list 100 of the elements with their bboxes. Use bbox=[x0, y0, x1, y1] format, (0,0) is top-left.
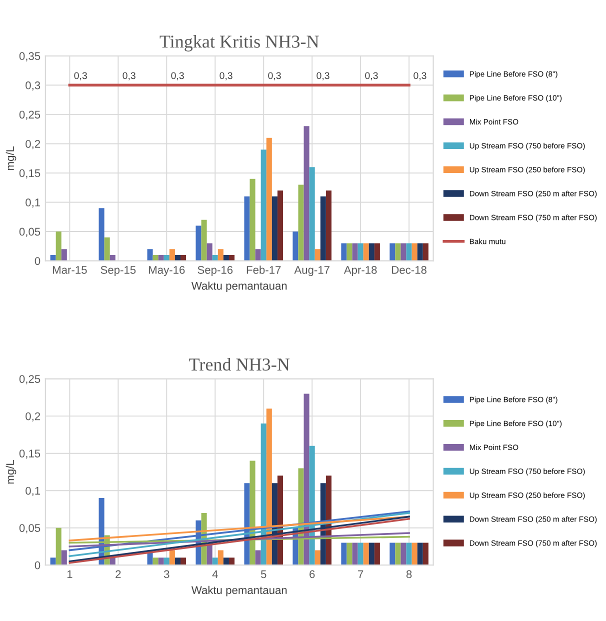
y-tick-label: 0 bbox=[34, 257, 40, 265]
bar bbox=[201, 220, 207, 261]
x-axis-title: Waktu pemantauan bbox=[191, 586, 287, 596]
x-tick-label: Feb-17 bbox=[246, 266, 281, 274]
x-tick-label: 8 bbox=[406, 570, 412, 578]
data-label: 0,3 bbox=[414, 72, 426, 80]
bar bbox=[152, 254, 158, 261]
bar bbox=[304, 126, 310, 261]
x-tick-label: Dec-18 bbox=[392, 266, 426, 274]
bar bbox=[314, 249, 320, 261]
bar bbox=[406, 243, 412, 261]
x-tick-label: 7 bbox=[358, 570, 364, 578]
bar bbox=[110, 254, 116, 261]
y-tick-label: 0,15 bbox=[19, 169, 40, 178]
bar bbox=[277, 190, 283, 261]
chart-title: Tingkat Kritis NH3-N bbox=[160, 35, 319, 52]
x-tick-label: Aug-17 bbox=[294, 266, 330, 276]
bar bbox=[244, 196, 250, 261]
bar bbox=[395, 542, 401, 566]
x-tick-label: Apr-18 bbox=[344, 266, 377, 276]
bar bbox=[390, 243, 396, 261]
bar bbox=[104, 237, 110, 261]
bar bbox=[223, 558, 229, 566]
y-tick-label: 0,05 bbox=[19, 524, 40, 534]
bar bbox=[223, 254, 229, 261]
bar bbox=[422, 542, 428, 566]
bar bbox=[152, 558, 158, 566]
data-label: 0,3 bbox=[268, 72, 281, 80]
bar bbox=[374, 243, 380, 261]
bar bbox=[422, 243, 428, 261]
bar bbox=[320, 196, 326, 261]
x-tick-label: 5 bbox=[260, 570, 266, 578]
y-tick-label: 0 bbox=[34, 561, 40, 570]
x-tick-label: Sep-15 bbox=[100, 266, 136, 276]
bar bbox=[412, 542, 418, 566]
bar bbox=[180, 254, 186, 261]
bar bbox=[196, 226, 202, 261]
bar bbox=[260, 150, 266, 261]
x-tick-label: 1 bbox=[67, 570, 72, 578]
bar bbox=[363, 542, 369, 566]
bar bbox=[174, 558, 180, 566]
bar bbox=[406, 542, 412, 566]
bar bbox=[61, 249, 67, 261]
data-label: 0,3 bbox=[220, 72, 232, 80]
bar bbox=[346, 243, 352, 261]
bar bbox=[417, 542, 423, 566]
data-label: 0,3 bbox=[122, 72, 136, 80]
x-tick-label: May-16 bbox=[149, 266, 185, 276]
bar bbox=[50, 558, 56, 566]
bar bbox=[164, 558, 170, 566]
bar bbox=[395, 243, 401, 261]
bar bbox=[255, 249, 261, 261]
bar bbox=[400, 243, 406, 261]
y-axis-title: mg/L bbox=[6, 460, 16, 484]
y-axis-title: mg/L bbox=[6, 146, 16, 170]
bar bbox=[358, 243, 364, 261]
bar bbox=[206, 243, 212, 261]
data-label: 0,3 bbox=[316, 72, 330, 80]
bar bbox=[346, 542, 352, 566]
data-label: 0,3 bbox=[365, 72, 378, 80]
y-tick-label: 0,15 bbox=[19, 450, 40, 459]
y-tick-label: 0,3 bbox=[26, 81, 40, 91]
bar bbox=[341, 542, 347, 566]
bar bbox=[412, 243, 418, 261]
bar bbox=[164, 254, 170, 261]
bar bbox=[352, 542, 358, 566]
bar bbox=[309, 167, 315, 261]
bar bbox=[98, 208, 104, 261]
bar bbox=[169, 550, 175, 566]
bar bbox=[400, 542, 406, 566]
x-axis-title: Waktu pemantauan bbox=[191, 282, 287, 292]
bar bbox=[314, 550, 320, 566]
data-label: 0,3 bbox=[171, 72, 184, 80]
y-tick-label: 0,1 bbox=[26, 198, 40, 208]
bar bbox=[390, 542, 396, 566]
x-tick-label: 4 bbox=[212, 570, 218, 578]
bar bbox=[228, 558, 235, 566]
x-tick-label: 6 bbox=[310, 570, 315, 578]
bar bbox=[368, 542, 374, 566]
bar bbox=[272, 196, 278, 261]
bar bbox=[212, 558, 218, 566]
bar bbox=[352, 243, 358, 261]
bar bbox=[298, 184, 304, 261]
bar bbox=[158, 254, 164, 261]
y-tick-label: 0,2 bbox=[26, 140, 40, 150]
y-tick-label: 0,25 bbox=[19, 110, 40, 120]
bar bbox=[61, 550, 67, 566]
bar bbox=[250, 178, 256, 261]
bar bbox=[212, 254, 218, 261]
bar bbox=[326, 190, 332, 261]
bar bbox=[56, 232, 62, 261]
bar bbox=[180, 558, 186, 566]
bar bbox=[255, 550, 261, 566]
bar bbox=[147, 249, 153, 261]
bar bbox=[56, 528, 62, 566]
chart-title: Trend NH3-N bbox=[189, 358, 290, 371]
bar bbox=[50, 254, 56, 261]
x-tick-label: 3 bbox=[164, 570, 170, 578]
bar bbox=[174, 254, 180, 261]
bar bbox=[417, 243, 423, 261]
